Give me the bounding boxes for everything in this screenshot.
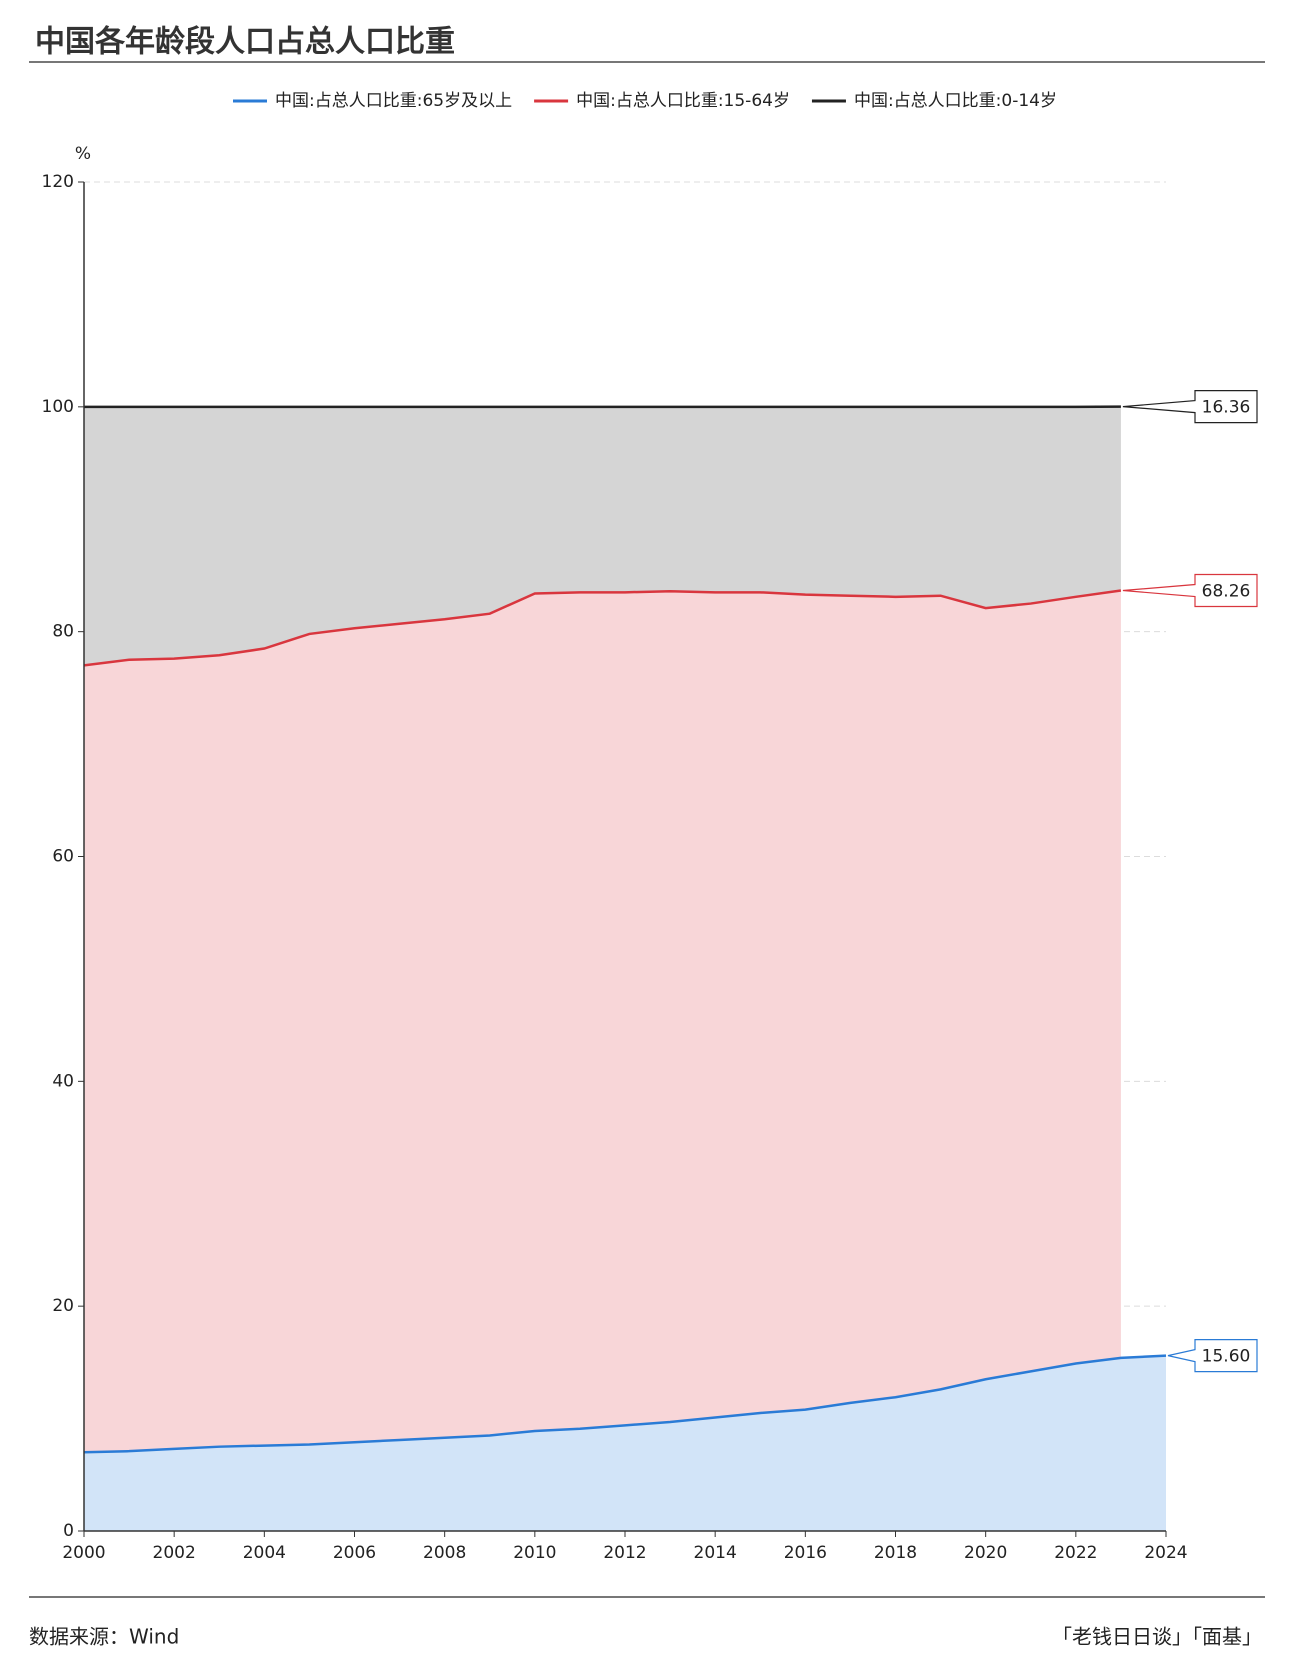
x-tick-label: 2020 xyxy=(964,1543,1007,1563)
x-tick-label: 2016 xyxy=(784,1543,827,1563)
line xyxy=(83,1354,1167,1454)
y-tick-label: 40 xyxy=(52,1071,74,1091)
x-tick-label: 2018 xyxy=(874,1543,917,1563)
y-tick-label: 20 xyxy=(52,1296,74,1316)
x-tick-label: 2000 xyxy=(62,1543,105,1563)
x-tick-label: 2024 xyxy=(1144,1543,1187,1563)
area xyxy=(84,406,1121,666)
x-tick-label: 2022 xyxy=(1054,1543,1097,1563)
value-label: 15.60 xyxy=(1202,1347,1251,1367)
x-tick-label: 2010 xyxy=(513,1543,556,1563)
x-tick-label: 2008 xyxy=(423,1543,466,1563)
x-tick-label: 2002 xyxy=(153,1543,196,1563)
source: 数据来源：Wind xyxy=(29,1625,179,1649)
y-axis-label: % xyxy=(75,144,91,164)
y-tick-label: 100 xyxy=(42,397,74,417)
line xyxy=(83,589,1122,667)
value-label: 68.26 xyxy=(1202,582,1251,602)
area xyxy=(84,1355,1166,1531)
value-label: 16.36 xyxy=(1202,398,1251,418)
credit: 「老钱日日谈」「面基」 xyxy=(1052,1625,1262,1649)
legend: 中国:占总人口比重:65岁及以上 中国:占总人口比重:15-64岁 中国:占总人口比… xyxy=(233,91,1057,111)
y-tick-label: 60 xyxy=(52,847,74,867)
plot-layer xyxy=(84,406,1166,1531)
legend-label: 中国:占总人口比重:15-64岁 xyxy=(576,91,790,111)
area xyxy=(84,590,1121,1453)
legend-label: 中国:占总人口比重:0-14岁 xyxy=(854,91,1057,111)
callout-box xyxy=(1122,573,1258,608)
x-tick-label: 2014 xyxy=(694,1543,737,1563)
x-tick-label: 2012 xyxy=(603,1543,646,1563)
x-tick-label: 2004 xyxy=(243,1543,286,1563)
x-tick-label: 2006 xyxy=(333,1543,376,1563)
y-tick-label: 0 xyxy=(63,1521,74,1541)
y-tick-label: 120 xyxy=(42,172,74,192)
callout-box xyxy=(1122,390,1258,424)
callout-box xyxy=(1167,1339,1258,1373)
y-tick-label: 80 xyxy=(52,622,74,642)
line-layer xyxy=(83,405,1167,1454)
legend-label: 中国:占总人口比重:65岁及以上 xyxy=(275,91,512,111)
chart-title: 中国各年龄段人口占总人口比重 xyxy=(35,25,455,60)
